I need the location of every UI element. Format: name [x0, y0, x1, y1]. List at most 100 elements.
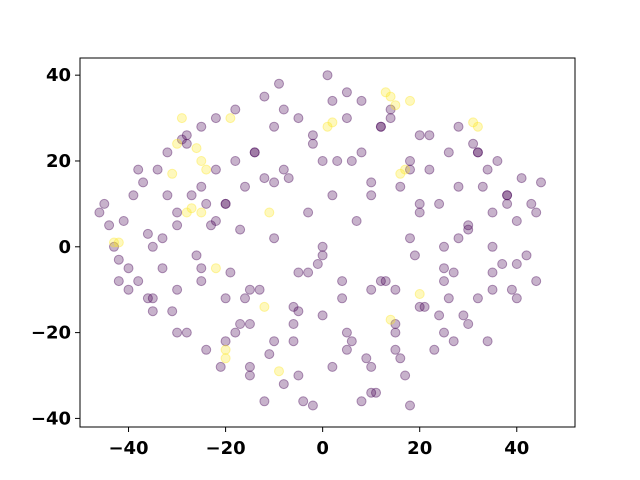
data-point	[482, 164, 493, 175]
x-tick-label: 40	[504, 438, 529, 459]
data-point	[109, 237, 119, 248]
data-point	[172, 220, 183, 231]
data-point	[172, 207, 183, 218]
data-point	[176, 134, 187, 145]
data-point	[186, 203, 197, 214]
data-point	[201, 164, 212, 175]
x-tick-label: 0	[316, 438, 329, 459]
data-point	[429, 344, 440, 355]
data-point	[172, 327, 183, 338]
data-point	[405, 400, 415, 411]
data-point	[477, 181, 488, 192]
data-point	[390, 319, 401, 329]
data-point	[201, 198, 212, 209]
data-point	[274, 78, 284, 89]
data-point	[390, 327, 401, 338]
data-point	[448, 336, 459, 347]
data-point	[298, 396, 309, 407]
data-point	[99, 198, 110, 209]
data-point	[244, 284, 255, 295]
data-point	[293, 306, 304, 317]
data-point	[109, 241, 119, 252]
data-point	[424, 130, 435, 141]
data-point	[181, 207, 192, 218]
data-point	[142, 228, 153, 239]
data-point	[327, 361, 338, 372]
data-point	[288, 319, 299, 329]
data-point	[414, 301, 425, 312]
data-point	[531, 207, 542, 218]
data-point	[341, 344, 352, 355]
data-point	[94, 207, 105, 218]
data-point	[167, 306, 178, 317]
data-point	[196, 263, 207, 274]
data-point	[409, 250, 420, 261]
data-point	[322, 70, 333, 81]
data-point	[235, 319, 246, 329]
data-point	[322, 121, 333, 132]
data-point	[269, 121, 280, 132]
data-point	[133, 276, 144, 287]
data-point	[244, 361, 255, 372]
data-point	[210, 216, 221, 226]
data-point	[390, 284, 401, 295]
data-point	[201, 344, 212, 355]
data-point	[240, 293, 250, 304]
data-point	[230, 156, 241, 166]
data-point	[220, 293, 231, 304]
data-point	[138, 177, 149, 188]
data-point	[516, 173, 527, 184]
data-point	[366, 361, 377, 372]
data-point	[196, 276, 207, 287]
data-point	[453, 181, 464, 192]
data-point	[472, 293, 483, 304]
data-point	[341, 327, 352, 338]
data-point	[307, 130, 318, 141]
data-point	[191, 143, 202, 154]
data-point	[220, 344, 231, 355]
data-point	[361, 353, 372, 364]
data-point	[390, 100, 401, 111]
data-point	[487, 284, 498, 295]
data-point	[147, 306, 158, 317]
x-tick-label: 20	[407, 438, 432, 459]
data-point	[303, 267, 314, 278]
data-point	[395, 353, 406, 364]
data-point	[511, 293, 522, 304]
data-point	[235, 224, 246, 235]
data-point	[210, 113, 221, 124]
data-point	[206, 220, 216, 231]
data-point	[210, 263, 221, 274]
data-point	[259, 396, 270, 407]
data-point	[356, 147, 367, 158]
data-point	[366, 387, 377, 398]
data-point	[123, 284, 134, 295]
data-point	[502, 190, 513, 201]
data-point	[133, 164, 144, 175]
data-point	[186, 190, 197, 201]
data-point	[113, 276, 124, 287]
data-point	[463, 220, 474, 231]
data-point	[453, 233, 464, 244]
y-axis: −40 −20 0 20 40	[31, 65, 80, 429]
data-point	[341, 87, 352, 98]
data-point	[405, 156, 415, 166]
data-point	[157, 233, 168, 244]
data-point	[278, 379, 289, 390]
data-point	[307, 400, 318, 411]
data-point	[152, 164, 163, 175]
data-point	[259, 301, 270, 312]
data-point	[176, 113, 187, 124]
data-point	[327, 190, 338, 201]
data-point	[123, 263, 134, 274]
data-point	[147, 293, 158, 304]
plot-frame	[79, 57, 576, 428]
data-point	[341, 113, 352, 124]
y-tick-label: 0	[58, 237, 71, 258]
data-point	[351, 216, 362, 226]
data-point	[414, 198, 425, 209]
data-point	[230, 327, 241, 338]
data-point	[288, 301, 299, 312]
data-point	[468, 138, 479, 149]
